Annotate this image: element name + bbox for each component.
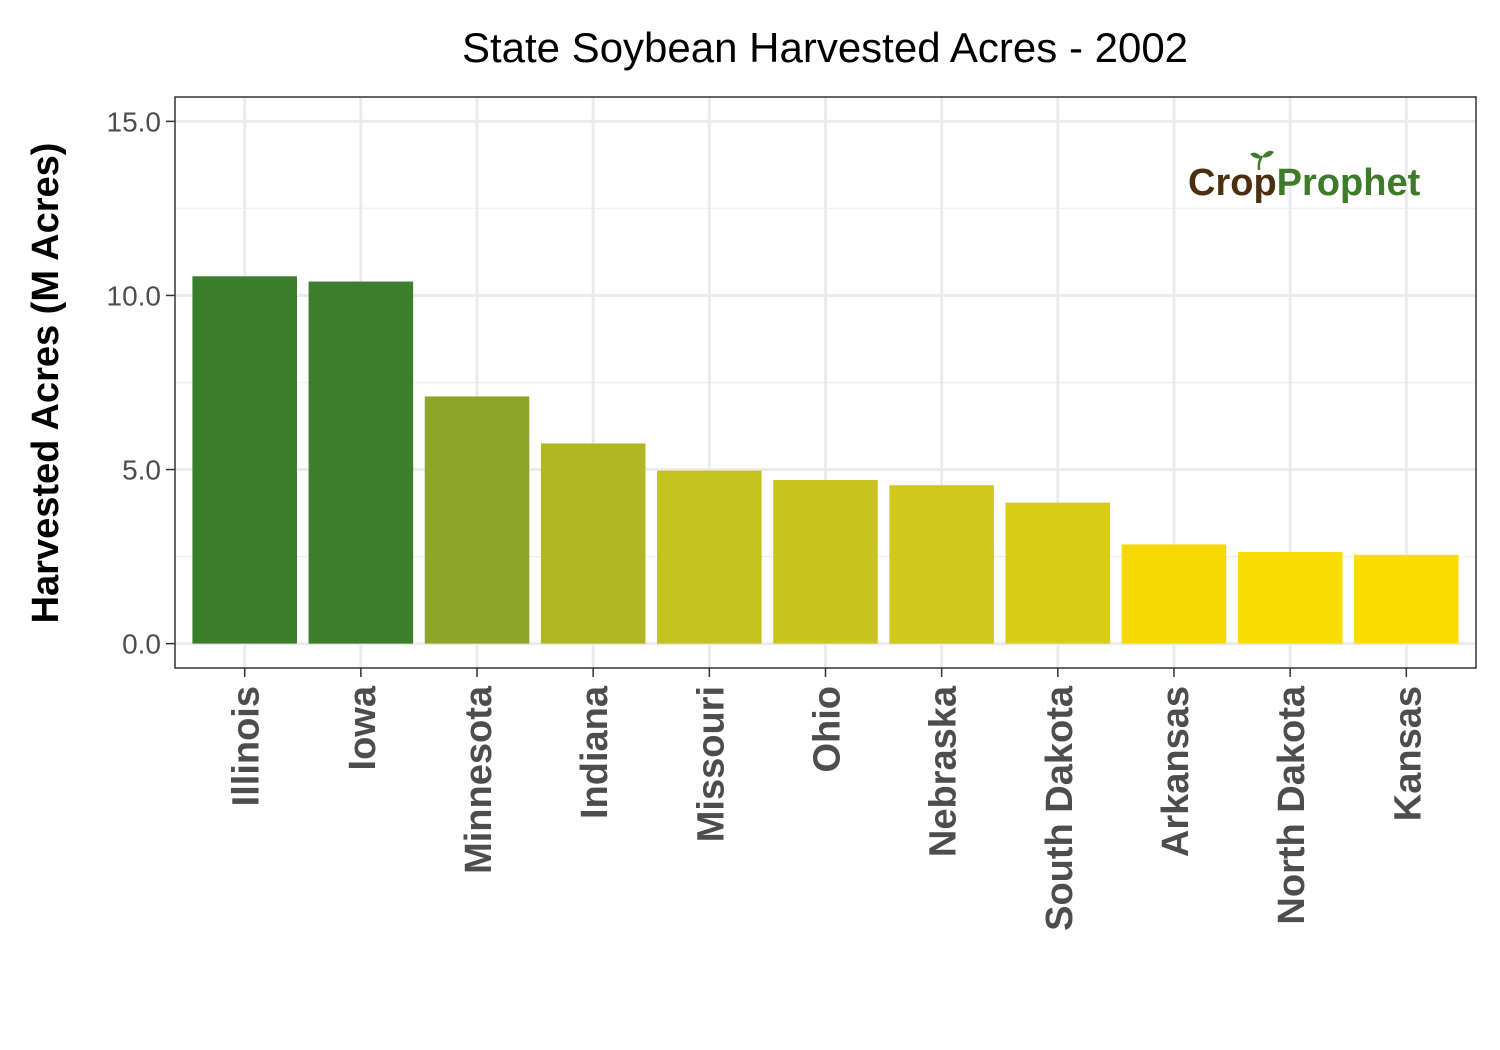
logo-text-p: p: [1253, 162, 1276, 204]
cropprophet-logo: CropProphet: [1188, 150, 1421, 204]
x-tick-label: Missouri: [690, 686, 732, 842]
x-tick-label: Arkansas: [1155, 686, 1197, 857]
x-tick-label: Iowa: [342, 685, 384, 770]
y-tick-label: 15.0: [107, 106, 162, 137]
x-tick-label: Nebraska: [923, 685, 965, 857]
y-tick-label: 5.0: [122, 455, 161, 486]
bar-kansas: [1354, 554, 1459, 644]
y-tick-label: 10.0: [107, 280, 162, 311]
x-tick-label: Illinois: [226, 686, 268, 806]
logo-text: CropProphet: [1188, 162, 1421, 204]
bar-arkansas: [1121, 544, 1227, 644]
y-axis-ticks: 0.0 5.0 10.0 15.0: [107, 106, 175, 660]
x-tick-label: Kansas: [1387, 686, 1429, 821]
y-tick-label: 0.0: [122, 629, 161, 660]
y-axis-label: Harvested Acres (M Acres): [25, 143, 67, 624]
x-tick-label: Ohio: [807, 686, 849, 773]
bar-south-dakota: [1005, 502, 1111, 644]
bar-iowa: [308, 281, 414, 644]
bar-illinois: [192, 276, 297, 644]
bar-indiana: [540, 443, 646, 644]
x-tick-label: Indiana: [574, 685, 616, 819]
bar-north-dakota: [1237, 552, 1343, 644]
logo-text-prophet: Prophet: [1277, 162, 1421, 204]
bar-minnesota: [424, 396, 530, 644]
chart-title: State Soybean Harvested Acres - 2002: [462, 24, 1188, 71]
bars: [192, 276, 1459, 644]
x-tick-label: Minnesota: [458, 685, 500, 874]
x-tick-label: North Dakota: [1271, 685, 1313, 924]
x-axis-ticks: Illinois Iowa Minnesota Indiana Missouri Ohio…: [226, 668, 1429, 931]
bar-nebraska: [889, 485, 994, 644]
sprout-icon: [1250, 150, 1274, 171]
bar-missouri: [657, 470, 762, 644]
bar-ohio: [773, 479, 878, 644]
logo-text-o: o: [1230, 162, 1253, 204]
x-tick-label: South Dakota: [1039, 685, 1081, 931]
logo-text-crop: Cr: [1188, 162, 1230, 204]
